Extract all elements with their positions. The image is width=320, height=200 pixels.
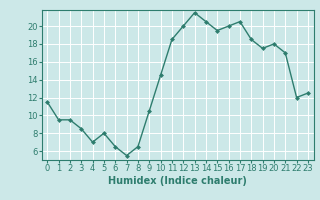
- X-axis label: Humidex (Indice chaleur): Humidex (Indice chaleur): [108, 176, 247, 186]
